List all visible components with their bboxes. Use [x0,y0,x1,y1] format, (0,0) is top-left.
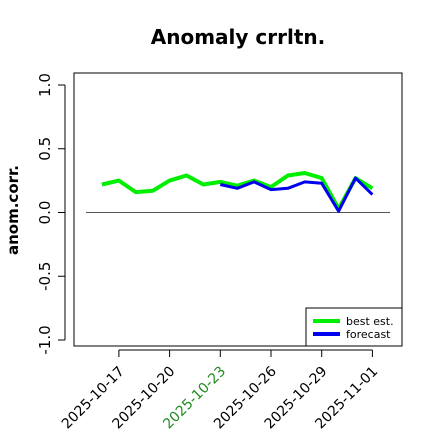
plot-frame [73,72,403,347]
legend-label: best est. [346,315,394,328]
series-line-forecast [219,176,374,213]
y-axis: -1.0 -0.5 0.0 0.5 1.0 [36,73,66,355]
y-tick-label: -0.5 [36,262,54,291]
legend: best est.forecast [305,307,403,347]
legend-box [305,307,403,347]
y-axis-label: anom.corr. [4,165,22,255]
series-line-best-est [101,171,374,211]
y-tick-label: 0.0 [36,201,54,225]
series-layer [101,171,374,213]
x-axis: 2025-10-172025-10-202025-10-232025-10-26… [59,349,381,432]
legend-label: forecast [346,328,391,341]
chart-title: Anomaly crrltn. [151,25,325,49]
y-tick-label: 0.5 [36,137,54,161]
y-tick-label: 1.0 [36,73,54,97]
y-tick-label: -1.0 [36,325,54,354]
